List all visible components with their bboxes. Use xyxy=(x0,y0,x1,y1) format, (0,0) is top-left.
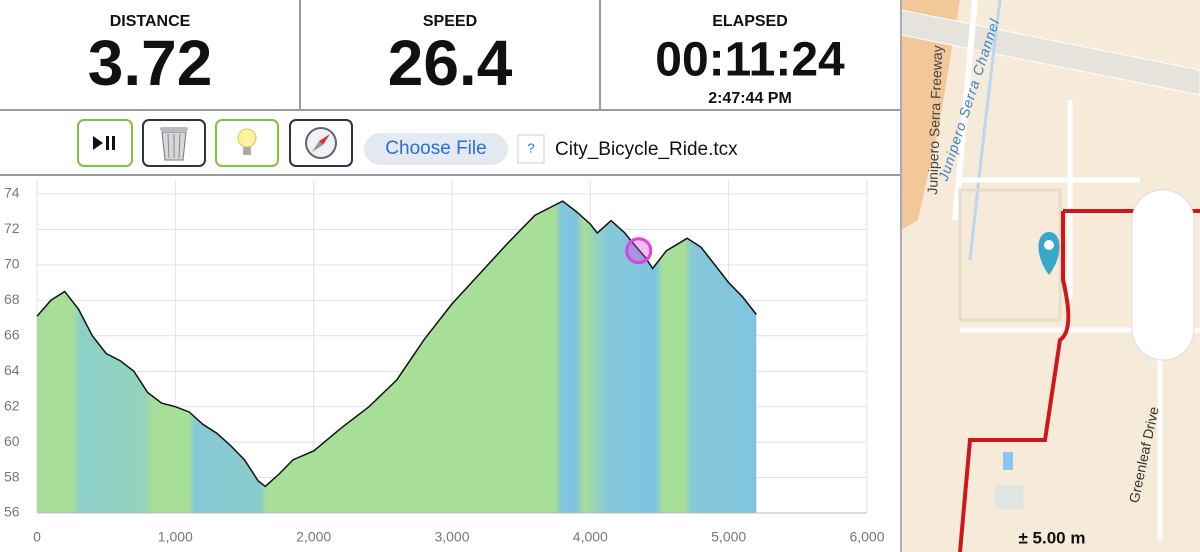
x-tick-label: 4,000 xyxy=(573,529,608,545)
y-tick-label: 64 xyxy=(4,362,20,378)
y-tick-label: 60 xyxy=(4,433,20,449)
compass-button[interactable] xyxy=(289,119,353,167)
stat-label: ELAPSED xyxy=(712,13,788,30)
y-tick-label: 68 xyxy=(4,291,20,307)
stat-label: SPEED xyxy=(423,13,477,30)
stat-sub: 2:47:44 PM xyxy=(708,90,792,107)
x-tick-label: 6,000 xyxy=(849,529,884,545)
y-tick-label: 74 xyxy=(4,185,20,201)
y-tick-label: 70 xyxy=(4,256,20,272)
button-label: Choose File xyxy=(385,138,486,159)
file-name: City_Bicycle_Ride.tcx xyxy=(555,139,738,160)
stat-label: DISTANCE xyxy=(110,13,191,30)
x-tick-label: 5,000 xyxy=(711,529,746,545)
file-icon-text: ? xyxy=(527,140,534,155)
y-tick-label: 62 xyxy=(4,397,20,413)
x-tick-label: 3,000 xyxy=(434,529,469,545)
light-button[interactable] xyxy=(215,119,279,167)
y-tick-label: 66 xyxy=(4,326,20,342)
x-tick-label: 1,000 xyxy=(158,529,193,545)
choose-file-button[interactable]: Choose File xyxy=(364,133,508,165)
area xyxy=(37,201,757,514)
line xyxy=(36,200,757,488)
y-tick-label: 58 xyxy=(4,468,20,484)
x-tick-label: 0 xyxy=(33,529,41,545)
stat-value: 26.4 xyxy=(388,27,513,99)
elevation-chart: 56 58 60 62 64 66 68 70 72 74 0 1,000 2,000 3,000 4,00… xyxy=(4,180,885,545)
map-label: Junipero Serra Freeway xyxy=(924,45,945,195)
y-tick-label: 72 xyxy=(4,220,20,236)
file-icon xyxy=(517,134,545,164)
trash-button[interactable] xyxy=(142,119,206,167)
x-tick-label: 2,000 xyxy=(296,529,331,545)
map[interactable] xyxy=(900,0,1200,552)
map-accuracy: ± 5.00 m xyxy=(1019,528,1086,547)
cursor xyxy=(625,237,653,265)
y-tick-label: 56 xyxy=(4,504,20,520)
stat-value: 00:11:24 xyxy=(655,34,845,87)
stat-value: 3.72 xyxy=(88,27,213,99)
play-pause-button[interactable] xyxy=(77,119,133,167)
